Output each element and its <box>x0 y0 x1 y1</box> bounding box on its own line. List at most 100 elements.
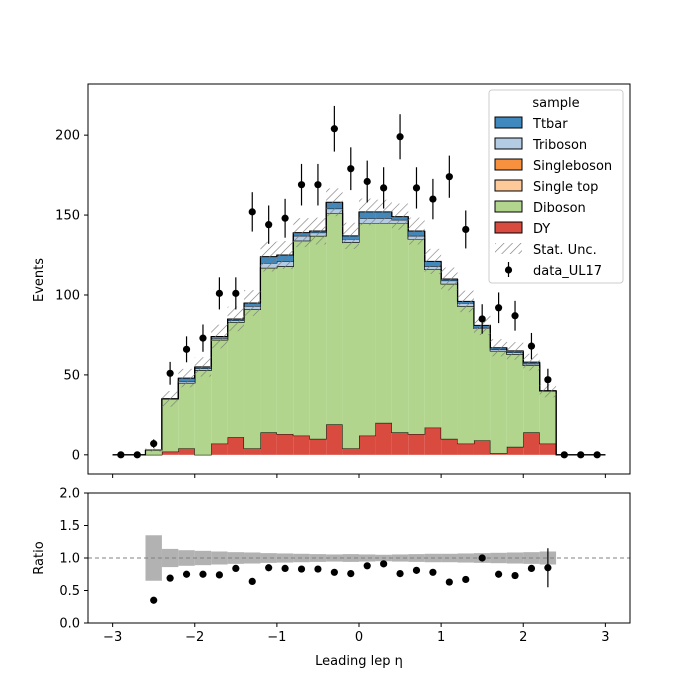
unc-hatch <box>391 203 409 230</box>
x-axis-label: Leading lep η <box>315 654 403 669</box>
unc-hatch <box>326 188 343 217</box>
legend-entry: Ttbar <box>494 116 568 132</box>
legend: sample Ttbar Triboson Singleboson Single to… <box>488 89 624 284</box>
bar <box>539 390 557 444</box>
unc-hatch <box>441 267 458 291</box>
y-tick-label: 0.5 <box>59 584 80 599</box>
ratio-point <box>495 570 503 578</box>
bar <box>506 354 524 447</box>
legend-entry: Stat. Unc. <box>495 243 597 258</box>
data-point <box>527 342 536 350</box>
unc-hatch <box>194 357 212 377</box>
bar <box>359 223 376 436</box>
ratio-band <box>359 554 376 562</box>
ratio-point <box>396 570 404 578</box>
data-points <box>117 105 601 459</box>
bar <box>375 422 392 455</box>
bar <box>178 448 195 455</box>
bar <box>342 242 359 449</box>
bar <box>211 339 228 444</box>
unc-hatch <box>178 368 195 388</box>
unc-hatch <box>359 198 376 226</box>
data-point <box>445 173 453 181</box>
legend-entry: DY <box>494 221 550 237</box>
bar <box>211 443 228 455</box>
ratio-point <box>281 564 289 573</box>
bar <box>326 424 343 455</box>
main-y-axis: 0 50 100 150 200 <box>55 129 88 463</box>
x-tick-label: 0 <box>355 630 363 645</box>
ratio-point <box>232 564 240 573</box>
series-dy <box>112 422 606 456</box>
y-tick-label: 1.5 <box>59 519 80 534</box>
bar <box>490 453 507 455</box>
bar <box>391 432 409 455</box>
legend-swatch <box>494 137 523 150</box>
data-point <box>150 440 158 448</box>
ratio-point <box>265 564 273 572</box>
ratio-point <box>199 570 207 578</box>
legend-entry: Singleboson <box>494 158 612 174</box>
legend-label: data_UL17 <box>533 264 602 279</box>
ratio-point <box>478 554 486 562</box>
unc-hatch <box>523 353 540 371</box>
ratio-band <box>161 548 179 568</box>
data-point <box>281 214 289 222</box>
bar <box>276 434 294 455</box>
unc-hatch <box>309 217 327 245</box>
data-point <box>511 312 519 320</box>
y-tick-label: 50 <box>63 368 80 383</box>
bar <box>326 213 343 425</box>
main-y-axis-label: Events <box>32 258 47 302</box>
legend-marker <box>504 266 513 274</box>
ratio-band <box>309 554 327 562</box>
y-tick-label: 200 <box>55 129 80 144</box>
data-point <box>199 334 207 342</box>
ratio-point <box>182 570 191 578</box>
data-point <box>412 184 421 192</box>
legend-swatch <box>494 221 523 234</box>
unc-hatch <box>276 241 294 270</box>
y-tick-label: 2.0 <box>59 487 80 502</box>
ratio-point <box>527 564 536 573</box>
bar <box>244 448 261 455</box>
data-point <box>297 181 306 189</box>
bar <box>506 446 524 455</box>
bar <box>523 432 540 455</box>
data-point <box>182 345 191 353</box>
unc-hatch <box>375 199 392 225</box>
legend-swatch <box>494 200 523 213</box>
ratio-band <box>260 553 277 563</box>
y-tick-label: 0.0 <box>59 617 80 632</box>
data-point <box>478 315 486 323</box>
main-plot: 0 50 100 150 200 Events <box>32 83 631 478</box>
bar <box>391 223 409 433</box>
bar <box>227 437 245 455</box>
data-point <box>347 165 355 173</box>
bar <box>178 382 195 449</box>
bar <box>161 451 179 455</box>
ratio-point <box>511 571 519 580</box>
ratio-y-axis: 0.0 0.5 1.0 1.5 2.0 <box>59 487 88 632</box>
data-point <box>577 451 585 459</box>
data-point <box>380 184 388 192</box>
bar <box>441 283 458 439</box>
bar <box>260 267 277 433</box>
legend-entry: data_UL17 <box>504 262 602 279</box>
data-point <box>314 181 322 189</box>
bar <box>161 398 179 452</box>
bar <box>227 322 245 438</box>
bar <box>359 435 376 455</box>
x-tick-label: −2 <box>185 630 204 645</box>
unc-hatch <box>244 290 261 316</box>
series-diboson <box>112 212 606 456</box>
data-point <box>133 451 141 459</box>
bar <box>375 223 392 423</box>
ratio-point <box>445 578 453 586</box>
data-point <box>495 304 503 312</box>
ratio-plot: 0.0 0.5 1.0 1.5 2.0 −3 −2 −1 0 1 2 3 Ratio Leading… <box>32 487 631 669</box>
ratio-band <box>441 553 458 563</box>
bar <box>473 440 491 455</box>
data-point <box>232 289 240 297</box>
